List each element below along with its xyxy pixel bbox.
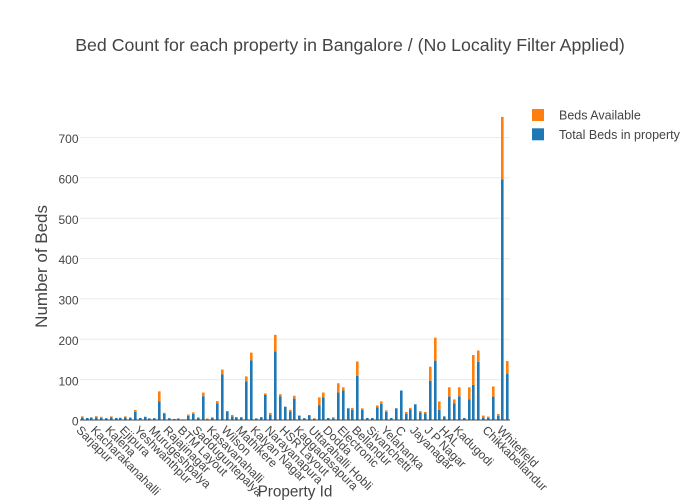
svg-text:600: 600 bbox=[58, 173, 78, 187]
svg-text:Bed Count for each property in: Bed Count for each property in Bangalore… bbox=[75, 35, 625, 55]
svg-text:500: 500 bbox=[58, 213, 78, 227]
svg-text:Total Beds in property: Total Beds in property bbox=[559, 128, 681, 142]
svg-text:Number of Beds: Number of Beds bbox=[32, 205, 51, 328]
svg-text:100: 100 bbox=[58, 374, 78, 388]
svg-text:400: 400 bbox=[58, 253, 78, 267]
svg-text:0: 0 bbox=[72, 415, 79, 429]
svg-text:300: 300 bbox=[58, 294, 78, 308]
svg-text:Property Id: Property Id bbox=[258, 484, 333, 500]
svg-text:Beds Available: Beds Available bbox=[559, 109, 641, 123]
svg-text:700: 700 bbox=[58, 132, 78, 146]
svg-text:200: 200 bbox=[58, 334, 78, 348]
